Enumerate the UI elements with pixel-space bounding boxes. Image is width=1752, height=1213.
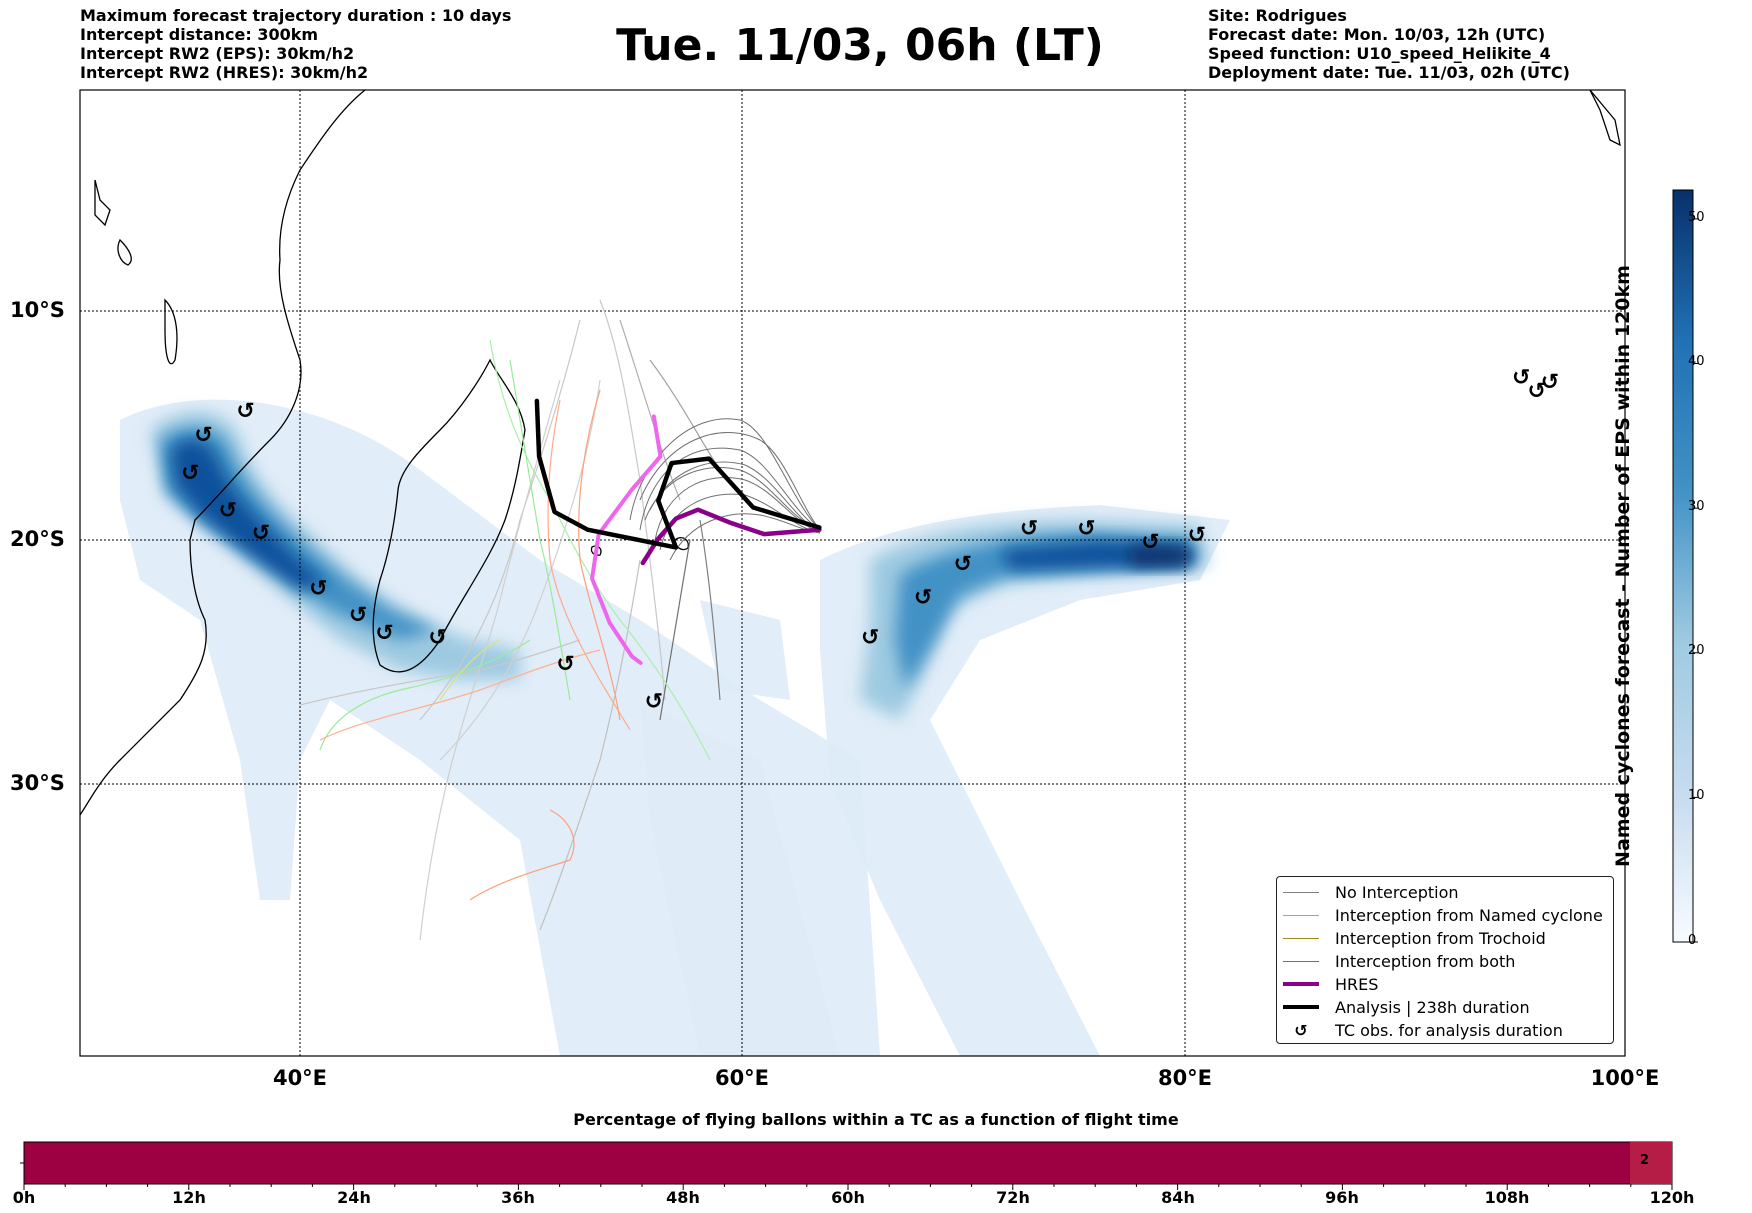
time-bar-end-value: 2 xyxy=(1640,1153,1650,1168)
colorbar-tick: 0 xyxy=(1688,933,1697,948)
tc-obs-marker: ↺ xyxy=(1020,516,1038,541)
tc-obs-marker: ↺ xyxy=(954,552,972,577)
map-frame xyxy=(79,89,1626,1057)
cyclone-density-field xyxy=(120,399,1230,1056)
info-line: Intercept RW2 (HRES): 30km/h2 xyxy=(80,63,369,82)
legend-item: ↺ TC obs. for analysis duration xyxy=(1283,1019,1563,1041)
tc-obs-marker: ↺ xyxy=(219,499,237,524)
colorbar-tick: 40 xyxy=(1688,354,1705,369)
density-colorbar xyxy=(1672,189,1698,943)
lon-label: 80°E xyxy=(1157,1066,1213,1090)
run-info-left: Maximum forecast trajectory duration : 1… xyxy=(80,6,511,82)
colorbar-tick: 50 xyxy=(1688,210,1705,225)
time-tick: 108h xyxy=(1484,1188,1530,1207)
main-tracks xyxy=(534,398,822,665)
tc-obs-marker: ↺ xyxy=(1512,365,1530,390)
time-tick: 120h xyxy=(1649,1188,1695,1207)
tc-obs-marker: ↺ xyxy=(309,576,327,601)
colorbar-tick: 30 xyxy=(1688,499,1705,514)
page-title: Tue. 11/03, 06h (LT) xyxy=(616,20,1104,71)
tc-obs-marker: ↺ xyxy=(252,521,270,546)
tc-observations: ↺↺↺↺↺↺↺↺ ↺↺↺↺↺↺↺ ↺↺ ↺↺↺↺ xyxy=(181,365,1559,714)
time-tick: 36h xyxy=(501,1188,535,1207)
tc-obs-marker: ↺ xyxy=(914,585,932,610)
tc-obs-marker: ↺ xyxy=(1188,523,1206,548)
time-tick: 72h xyxy=(996,1188,1030,1207)
cyclone-symbol-icon: ↺ xyxy=(1294,1020,1308,1040)
info-line: Site: Rodrigues xyxy=(1208,6,1347,25)
lat-label: 10°S xyxy=(10,298,65,322)
ensemble-trajectories xyxy=(299,299,721,941)
legend-line-swatch xyxy=(1283,982,1319,986)
time-tick: 0h xyxy=(12,1188,36,1207)
lon-label: 40°E xyxy=(272,1066,328,1090)
colorbar-tick: 20 xyxy=(1688,643,1705,658)
coastline xyxy=(80,90,1621,816)
analysis-track xyxy=(534,398,822,550)
lat-label: 30°S xyxy=(10,771,65,795)
info-line: Forecast date: Mon. 10/03, 12h (UTC) xyxy=(1208,25,1546,44)
tc-obs-marker: ↺ xyxy=(194,423,212,448)
time-tick: 84h xyxy=(1161,1188,1195,1207)
tc-obs-marker: ↺ xyxy=(645,690,663,715)
run-info-right: Site: Rodrigues Forecast date: Mon. 10/0… xyxy=(1208,6,1570,82)
tc-obs-marker: ↺ xyxy=(1527,379,1545,404)
legend-line-swatch xyxy=(1283,937,1319,939)
info-line: Intercept RW2 (EPS): 30km/h2 xyxy=(80,44,355,63)
time-tick: 96h xyxy=(1325,1188,1359,1207)
legend-item: No Interception xyxy=(1283,881,1459,903)
tc-obs-marker: ↺ xyxy=(1077,516,1095,541)
time-tick: 12h xyxy=(172,1188,206,1207)
tc-obs-marker: ↺ xyxy=(1541,370,1559,395)
legend-item: HRES xyxy=(1283,973,1378,995)
info-line: Deployment date: Tue. 11/03, 02h (UTC) xyxy=(1208,63,1570,82)
lon-label: 100°E xyxy=(1590,1066,1660,1090)
time-bar-title: Percentage of flying ballons within a TC… xyxy=(573,1110,1179,1129)
tc-obs-marker: ↺ xyxy=(236,399,254,424)
legend-line-swatch xyxy=(1283,891,1319,893)
time-tick: 48h xyxy=(666,1188,700,1207)
info-line: Maximum forecast trajectory duration : 1… xyxy=(80,6,512,25)
legend-item: Interception from Trochoid xyxy=(1283,927,1546,949)
hres-track xyxy=(640,507,822,566)
tc-obs-marker: ↺ xyxy=(181,461,199,486)
tc-obs-marker: ↺ xyxy=(556,652,574,677)
info-line: Intercept distance: 300km xyxy=(80,25,319,44)
colorbar-title: Named cyclones forecast - Number of EPS … xyxy=(1612,265,1634,867)
map-gridlines xyxy=(80,90,1625,1056)
tc-obs-marker: ↺ xyxy=(861,625,879,650)
hres-light-track xyxy=(590,414,663,665)
lon-label: 60°E xyxy=(714,1066,770,1090)
tc-obs-marker: ↺ xyxy=(428,625,446,650)
time-tick: 60h xyxy=(831,1188,865,1207)
legend-line-swatch xyxy=(1283,960,1319,962)
legend-line-swatch xyxy=(1283,1005,1319,1009)
tc-obs-marker: ↺ xyxy=(1141,530,1159,555)
legend-item: Interception from both xyxy=(1283,950,1515,972)
time-bar xyxy=(20,1141,1673,1190)
legend-line-swatch xyxy=(1283,914,1319,916)
tc-obs-marker: ↺ xyxy=(349,603,367,628)
colorbar-tick: 10 xyxy=(1688,788,1705,803)
time-tick: 24h xyxy=(337,1188,371,1207)
lat-label: 20°S xyxy=(10,527,65,551)
tc-obs-marker: ↺ xyxy=(375,621,393,646)
legend-item: Interception from Named cyclone xyxy=(1283,904,1603,926)
map-legend: No Interception Interception from Named … xyxy=(1276,876,1614,1044)
legend-item: Analysis | 238h duration xyxy=(1283,996,1530,1018)
info-line: Speed function: U10_speed_Helikite_4 xyxy=(1208,44,1551,63)
